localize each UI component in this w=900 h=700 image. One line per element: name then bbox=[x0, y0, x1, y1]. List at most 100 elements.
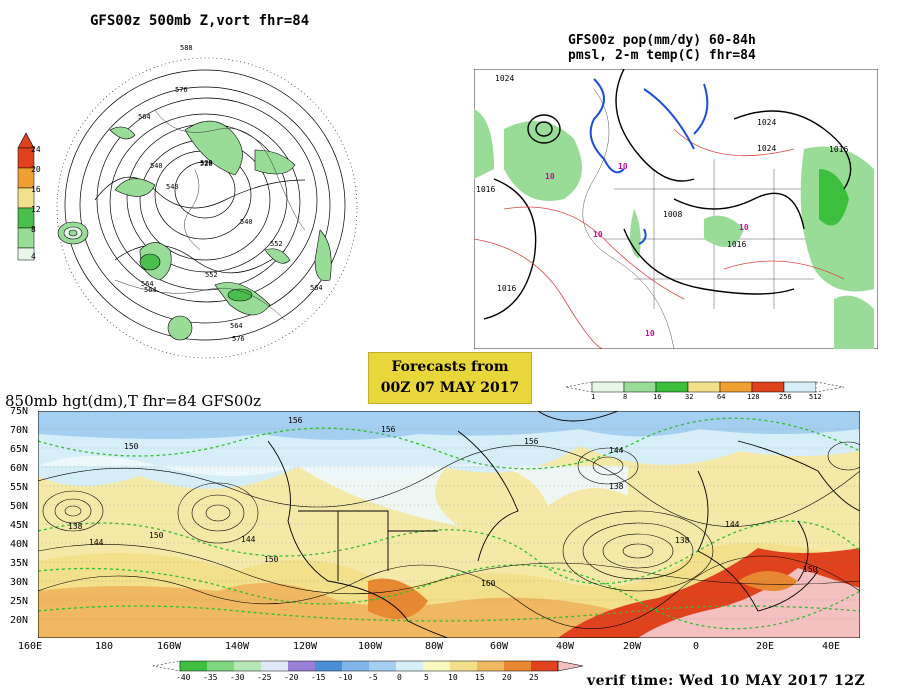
z-label: 540 bbox=[240, 218, 253, 226]
z-label: 540 bbox=[150, 162, 163, 170]
z-label: 528 bbox=[200, 160, 213, 168]
panel-500mb-title: GFS00z 500mb Z,vort fhr=84 bbox=[90, 13, 310, 29]
lat-label: 65N bbox=[10, 444, 29, 455]
hgt-label: 138 bbox=[68, 522, 83, 531]
hgt-label: 156 bbox=[288, 416, 303, 425]
lon-label: 60W bbox=[490, 641, 509, 652]
cb2-tick: 1 bbox=[591, 393, 596, 401]
z-label: 564 bbox=[230, 322, 243, 330]
z-label: 564 bbox=[310, 284, 323, 292]
forecast-init-time: 00Z 07 MAY 2017 bbox=[380, 380, 520, 396]
cb3-tick: -10 bbox=[338, 673, 353, 682]
isobar-label: 1024 bbox=[757, 144, 777, 153]
cb3-tick: 0 bbox=[397, 673, 402, 682]
hgt-label: 144 bbox=[89, 538, 104, 547]
verif-time: verif time: Wed 10 MAY 2017 12Z bbox=[587, 673, 866, 689]
z-label: 540 bbox=[166, 183, 179, 191]
z-label: 588 bbox=[180, 44, 193, 52]
lat-label: 20N bbox=[10, 615, 29, 626]
cb2-tick: 64 bbox=[717, 393, 726, 401]
lon-label: 180 bbox=[95, 641, 114, 652]
temp-label: 10 bbox=[739, 223, 749, 232]
hgt-label: 138 bbox=[675, 536, 690, 545]
lat-label: 40N bbox=[10, 539, 29, 550]
cb3-tick: 5 bbox=[424, 673, 429, 682]
lat-label: 70N bbox=[10, 425, 29, 436]
temp-label: 10 bbox=[593, 230, 603, 239]
isobar-label: 1016 bbox=[476, 185, 496, 194]
z-label: 564 bbox=[144, 286, 157, 294]
panel-precip-map bbox=[474, 69, 878, 349]
z-label: 576 bbox=[175, 86, 188, 94]
isobar-label: 1024 bbox=[495, 74, 515, 83]
z-label: 564 bbox=[138, 113, 151, 121]
cb1-tick-8: 8 bbox=[31, 225, 36, 234]
temp-label: 10 bbox=[545, 172, 555, 181]
lon-label: 40W bbox=[556, 641, 575, 652]
lon-label: 20W bbox=[623, 641, 642, 652]
panel-500mb-colorbar bbox=[17, 132, 35, 261]
cb3-tick: -40 bbox=[176, 673, 191, 682]
forecast-label: Forecasts from bbox=[391, 359, 509, 375]
panel-500mb-map bbox=[56, 57, 358, 359]
cb3-tick: -30 bbox=[230, 673, 245, 682]
cb1-tick-16: 16 bbox=[31, 185, 41, 194]
cb3-tick: 25 bbox=[529, 673, 539, 682]
hgt-label: 150 bbox=[803, 565, 818, 574]
cb2-tick: 8 bbox=[623, 393, 628, 401]
forecast-init-box: Forecasts from 00Z 07 MAY 2017 bbox=[368, 352, 532, 404]
z-label: 564 bbox=[141, 280, 154, 288]
lon-label: 160W bbox=[157, 641, 182, 652]
panel-850mb-title: 850mb hgt(dm),T fhr=84 GFS00z bbox=[5, 392, 262, 410]
hgt-label: 156 bbox=[381, 425, 396, 434]
cb2-tick: 16 bbox=[653, 393, 662, 401]
temp-label: 10 bbox=[645, 329, 655, 338]
lat-label: 25N bbox=[10, 596, 29, 607]
cb2-tick: 512 bbox=[809, 393, 822, 401]
z-label: 576 bbox=[232, 335, 245, 343]
lat-label: 75N bbox=[10, 406, 29, 417]
lon-label: 80W bbox=[425, 641, 444, 652]
isobar-label: 1024 bbox=[757, 118, 777, 127]
lat-label: 30N bbox=[10, 577, 29, 588]
cb3-tick: -35 bbox=[203, 673, 218, 682]
cb3-tick: -5 bbox=[368, 673, 378, 682]
temp-label: 10 bbox=[618, 162, 628, 171]
cb2-tick: 256 bbox=[779, 393, 792, 401]
lon-label: 160E bbox=[18, 641, 43, 652]
hgt-label: 144 bbox=[241, 535, 256, 544]
isobar-label: 1008 bbox=[663, 210, 683, 219]
cb3-tick: -20 bbox=[284, 673, 299, 682]
isobar-label: 1016 bbox=[829, 145, 849, 154]
lon-label: 140W bbox=[225, 641, 250, 652]
hgt-label: 144 bbox=[609, 446, 624, 455]
panel-850mb-colorbar bbox=[153, 660, 583, 672]
lat-label: 60N bbox=[10, 463, 29, 474]
isobar-label: 1016 bbox=[727, 240, 747, 249]
lon-label: 0 bbox=[693, 641, 700, 652]
hgt-label: 138 bbox=[609, 482, 624, 491]
z-label: 552 bbox=[270, 240, 283, 248]
hgt-label: 150 bbox=[264, 555, 279, 564]
lat-label: 45N bbox=[10, 520, 29, 531]
lon-label: 20E bbox=[756, 641, 775, 652]
isobar-label: 1016 bbox=[497, 284, 517, 293]
lat-label: 50N bbox=[10, 501, 29, 512]
cb1-tick-4: 4 bbox=[31, 252, 36, 261]
cb2-tick: 32 bbox=[685, 393, 694, 401]
panel-precip-colorbar bbox=[566, 381, 845, 393]
hgt-label: 144 bbox=[725, 520, 740, 529]
panel-precip-title-1: GFS00z pop(mm/dy) 60-84h bbox=[568, 33, 756, 48]
panel-850mb-map bbox=[38, 411, 860, 638]
cb1-tick-24: 24 bbox=[31, 145, 41, 154]
lon-label: 120W bbox=[293, 641, 318, 652]
cb1-tick-12: 12 bbox=[31, 205, 41, 214]
cb3-tick: 10 bbox=[448, 673, 458, 682]
z-label: 552 bbox=[205, 271, 218, 279]
cb3-tick: 20 bbox=[502, 673, 512, 682]
hgt-label: 150 bbox=[124, 442, 139, 451]
lon-label: 40E bbox=[822, 641, 841, 652]
cb3-tick: 15 bbox=[475, 673, 485, 682]
hgt-label: 160 bbox=[481, 579, 496, 588]
lat-label: 35N bbox=[10, 558, 29, 569]
